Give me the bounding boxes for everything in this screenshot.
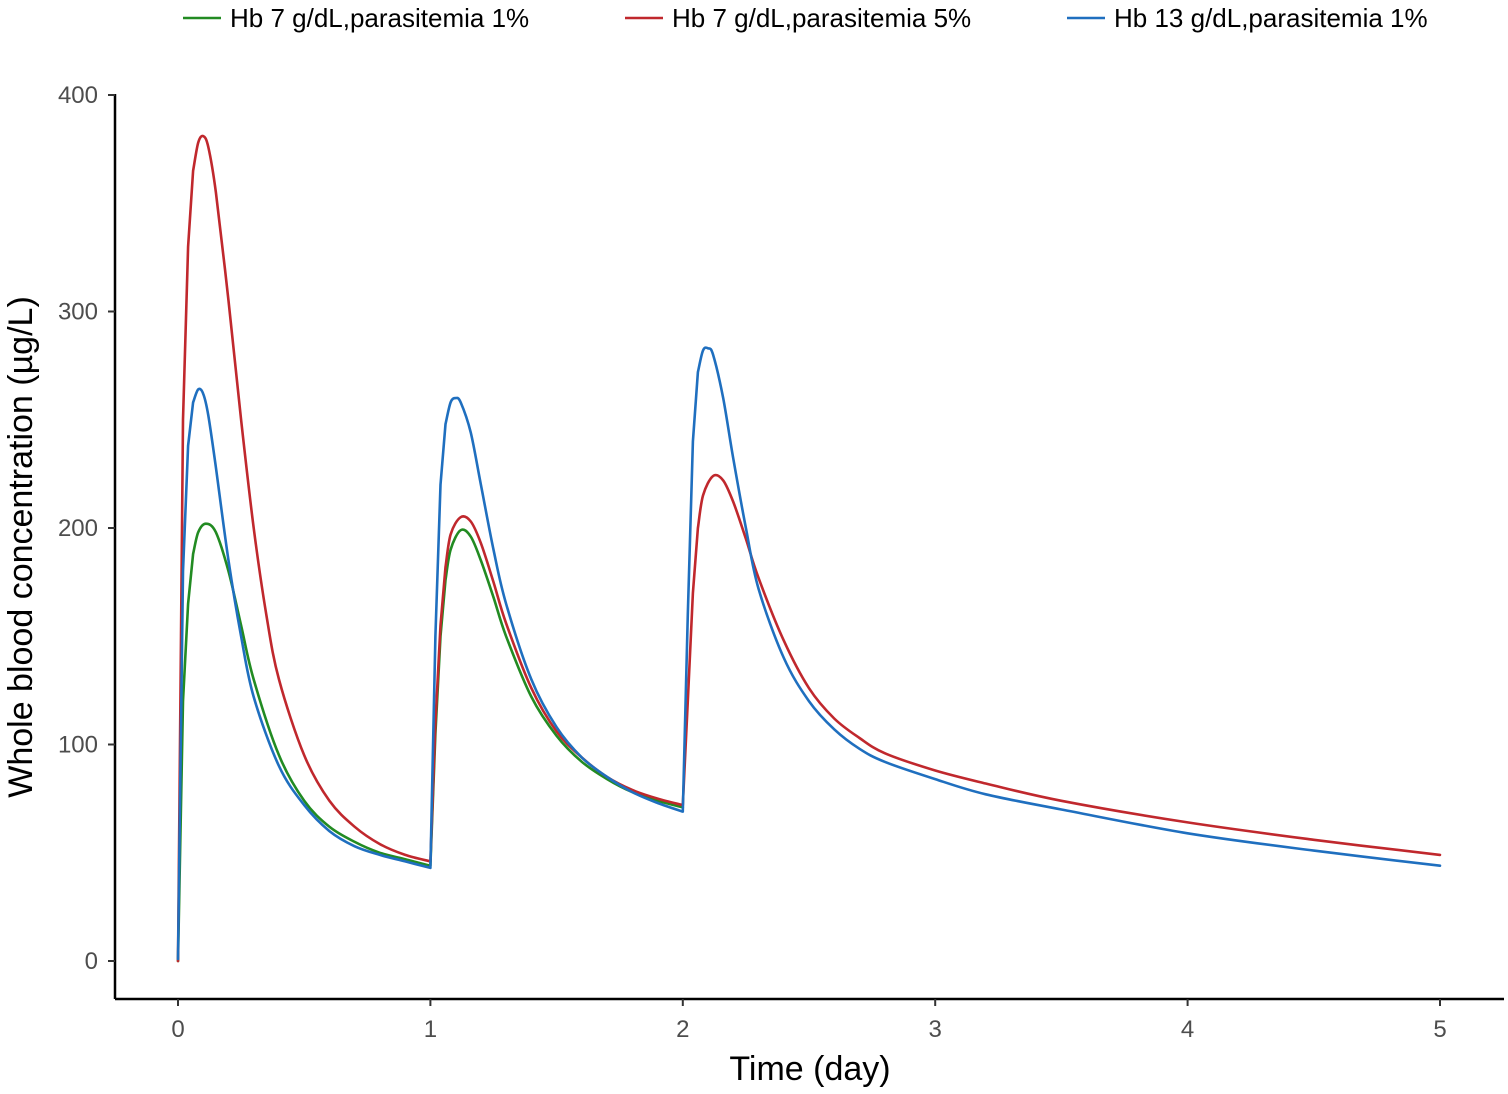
x-tick-label: 1 xyxy=(424,1016,437,1043)
x-tick-label: 4 xyxy=(1181,1016,1194,1043)
y-tick-label: 100 xyxy=(58,732,98,759)
series-line-2 xyxy=(176,134,1442,963)
y-tick-label: 400 xyxy=(58,82,98,109)
y-tick-label: 200 xyxy=(58,515,98,542)
x-tick-label: 3 xyxy=(929,1016,942,1043)
series-line-3 xyxy=(176,346,1442,961)
x-ticks: 0 1 2 3 4 5 xyxy=(171,999,1447,1043)
x-tick-label: 5 xyxy=(1433,1016,1446,1043)
x-tick-label: 0 xyxy=(171,1016,184,1043)
y-tick-label: 300 xyxy=(58,299,98,326)
legend-label-2: Hb 7 g/dL,parasitemia 5% xyxy=(672,3,971,33)
y-tick-label: 0 xyxy=(85,948,98,975)
series-layer xyxy=(176,134,1442,963)
x-tick-label: 2 xyxy=(676,1016,689,1043)
x-axis-title: Time (day) xyxy=(729,1050,890,1088)
legend-label-1: Hb 7 g/dL,parasitemia 1% xyxy=(230,3,529,33)
legend-label-3: Hb 13 g/dL,parasitemia 1% xyxy=(1114,3,1428,33)
series-line-1 xyxy=(176,522,685,963)
y-axis-title: Whole blood concentration (µg/L) xyxy=(2,296,40,798)
y-ticks: 0 100 200 300 400 xyxy=(58,82,115,975)
legend: Hb 7 g/dL,parasitemia 1% Hb 7 g/dL,parasi… xyxy=(183,3,1428,33)
